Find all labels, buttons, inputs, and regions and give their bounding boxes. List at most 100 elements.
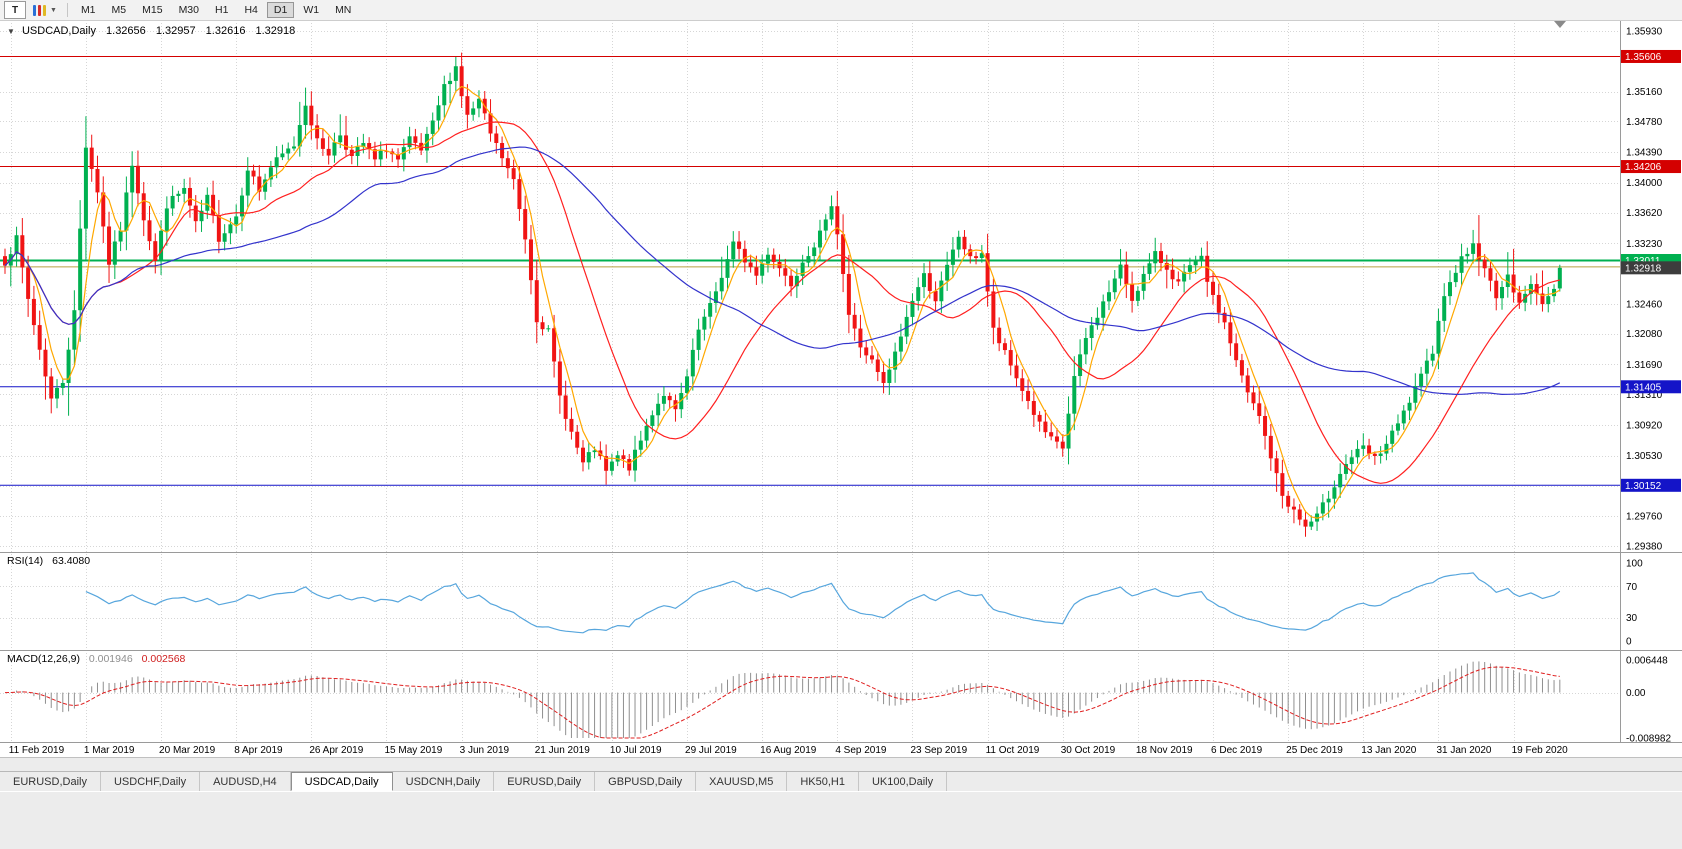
timeframe-m5-button[interactable]: M5 — [105, 2, 134, 18]
svg-text:1.35930: 1.35930 — [1626, 27, 1663, 38]
macd-main-value: 0.001946 — [88, 653, 133, 665]
chart-tab-hk50-h1[interactable]: HK50,H1 — [787, 772, 859, 791]
toolbar-separator — [66, 3, 68, 17]
svg-text:19 Feb 2020: 19 Feb 2020 — [1512, 745, 1569, 756]
svg-text:1.35606: 1.35606 — [1625, 52, 1662, 63]
main-chart[interactable]: 1.35930 1.35160 1.34780 1.34390 1.34000 1.336… — [0, 20, 1682, 757]
price-level-label: 1.32918 — [1621, 261, 1681, 275]
timeframe-d1-button[interactable]: D1 — [266, 2, 295, 18]
svg-text:8 Apr 2019: 8 Apr 2019 — [234, 745, 283, 756]
price-level-label: 1.34206 — [1621, 160, 1681, 174]
svg-text:23 Sep 2019: 23 Sep 2019 — [910, 745, 967, 756]
svg-text:1.34000: 1.34000 — [1626, 178, 1663, 189]
ohlc-close: 1.32918 — [255, 25, 296, 37]
svg-text:1.31310: 1.31310 — [1626, 390, 1663, 401]
svg-text:100: 100 — [1626, 559, 1643, 570]
svg-text:1.33230: 1.33230 — [1626, 239, 1663, 250]
chart-tab-usdchf-daily[interactable]: USDCHF,Daily — [101, 772, 201, 791]
symbol-period-label: USDCAD,Daily — [21, 25, 96, 37]
crayon-yellow-icon — [43, 4, 46, 16]
rsi-value: 63.4080 — [52, 555, 91, 567]
svg-text:1.31405: 1.31405 — [1625, 382, 1662, 393]
shift-marker-icon — [1554, 21, 1566, 28]
macd-indicator-label: MACD(12,26,9) — [7, 653, 80, 665]
rsi-indicator-label: RSI(14) — [7, 555, 44, 567]
svg-text:15 May 2019: 15 May 2019 — [384, 745, 442, 756]
svg-text:1.32918: 1.32918 — [1625, 263, 1662, 274]
svg-text:1.33620: 1.33620 — [1626, 208, 1663, 219]
svg-text:1.35160: 1.35160 — [1626, 87, 1663, 98]
time-axis-labels: 11 Feb 2019 1 Mar 2019 20 Mar 2019 8 Apr 20… — [9, 745, 1568, 756]
timeframe-h1-button[interactable]: H1 — [208, 2, 235, 18]
svg-text:1.32080: 1.32080 — [1626, 329, 1663, 340]
svg-text:1.30152: 1.30152 — [1625, 481, 1662, 492]
ohlc-open: 1.32656 — [106, 25, 146, 37]
svg-text:-0.008982: -0.008982 — [1626, 733, 1671, 744]
svg-text:30: 30 — [1626, 613, 1638, 624]
svg-text:1.32460: 1.32460 — [1626, 299, 1663, 310]
svg-text:1.29760: 1.29760 — [1626, 512, 1663, 523]
grid-lines — [0, 20, 1620, 742]
chart-tab-gbpusd-daily[interactable]: GBPUSD,Daily — [595, 772, 697, 791]
svg-text:10 Jul 2019: 10 Jul 2019 — [610, 745, 662, 756]
svg-text:29 Jul 2019: 29 Jul 2019 — [685, 745, 737, 756]
timeframe-m1-button[interactable]: M1 — [74, 2, 103, 18]
price-axis[interactable] — [1620, 20, 1682, 742]
svg-text:18 Nov 2019: 18 Nov 2019 — [1136, 745, 1193, 756]
chart-tab-bar: EURUSD,Daily USDCHF,Daily AUDUSD,H4 USDCAD,… — [0, 771, 1682, 791]
chart-tab-eurusd-daily[interactable]: EURUSD,Daily — [494, 772, 596, 791]
svg-text:1.34780: 1.34780 — [1626, 117, 1663, 128]
candles — [3, 52, 1562, 537]
macd-signal-value: 0.002568 — [141, 653, 186, 665]
svg-text:1.34390: 1.34390 — [1626, 148, 1663, 159]
svg-text:3 Jun 2019: 3 Jun 2019 — [460, 745, 510, 756]
chart-header: ▼ USDCAD,Daily 1.32656 1.32957 1.32616 1… — [7, 25, 295, 37]
svg-text:20 Mar 2019: 20 Mar 2019 — [159, 745, 216, 756]
macd-signal-line — [4, 666, 1560, 739]
ohlc-high: 1.32957 — [155, 25, 196, 37]
horizontal-level-lines[interactable] — [0, 55, 1620, 486]
svg-text:1.34206: 1.34206 — [1625, 162, 1662, 173]
svg-text:11 Oct 2019: 11 Oct 2019 — [986, 745, 1040, 756]
svg-text:31 Jan 2020: 31 Jan 2020 — [1436, 745, 1491, 756]
price-level-label: 1.35606 — [1621, 49, 1681, 63]
svg-text:1.30530: 1.30530 — [1626, 451, 1663, 462]
svg-text:1.31690: 1.31690 — [1626, 360, 1663, 371]
timeframe-h4-button[interactable]: H4 — [237, 2, 264, 18]
svg-text:21 Jun 2019: 21 Jun 2019 — [535, 745, 590, 756]
svg-text:70: 70 — [1626, 582, 1638, 593]
chart-tab-usdcad-daily[interactable]: USDCAD,Daily — [290, 772, 393, 791]
dropdown-caret-icon: ▼ — [50, 6, 57, 14]
svg-text:26 Apr 2019: 26 Apr 2019 — [309, 745, 363, 756]
timeframe-mn-button[interactable]: MN — [328, 2, 358, 18]
colors-dropdown-button[interactable]: ▼ — [28, 1, 61, 19]
timeframe-m30-button[interactable]: M30 — [172, 2, 206, 18]
chart-tab-uk100-daily[interactable]: UK100,Daily — [859, 772, 948, 791]
svg-text:4 Sep 2019: 4 Sep 2019 — [835, 745, 887, 756]
macd-panel-header: MACD(12,26,9) 0.001946 0.002568 — [7, 653, 185, 665]
svg-text:25 Dec 2019: 25 Dec 2019 — [1286, 745, 1343, 756]
svg-text:16 Aug 2019: 16 Aug 2019 — [760, 745, 817, 756]
chart-tab-xauusd-m5[interactable]: XAUUSD,M5 — [696, 772, 788, 791]
top-toolbar: T ▼ M1 M5 M15 M30 H1 H4 D1 W1 MN — [0, 0, 1682, 21]
svg-text:0.00: 0.00 — [1626, 688, 1646, 699]
chart-tab-audusd-h4[interactable]: AUDUSD,H4 — [200, 772, 291, 791]
svg-text:1.29380: 1.29380 — [1626, 542, 1663, 553]
timeframe-m15-button[interactable]: M15 — [135, 2, 169, 18]
timeframe-w1-button[interactable]: W1 — [296, 2, 326, 18]
rsi-panel-header: RSI(14) 63.4080 — [7, 555, 90, 567]
macd-histogram — [10, 661, 1561, 738]
chart-tab-usdcnh-daily[interactable]: USDCNH,Daily — [393, 772, 495, 791]
svg-text:13 Jan 2020: 13 Jan 2020 — [1361, 745, 1416, 756]
indicator-axis-labels: 100 70 30 0 0.006448 0.00 -0.008982 — [1626, 559, 1671, 745]
svg-text:0: 0 — [1626, 637, 1632, 648]
ma-5-line — [4, 85, 1561, 519]
chart-type-button[interactable]: T — [4, 1, 26, 19]
chart-tab-eurusd-daily[interactable]: EURUSD,Daily — [0, 772, 101, 791]
svg-text:1.30920: 1.30920 — [1626, 420, 1663, 431]
svg-text:11 Feb 2019: 11 Feb 2019 — [9, 745, 65, 756]
time-axis[interactable] — [0, 742, 1682, 757]
crayon-blue-icon — [33, 4, 36, 16]
crayon-red-icon — [38, 4, 41, 16]
symbol-dropdown-icon[interactable]: ▼ — [7, 27, 15, 36]
